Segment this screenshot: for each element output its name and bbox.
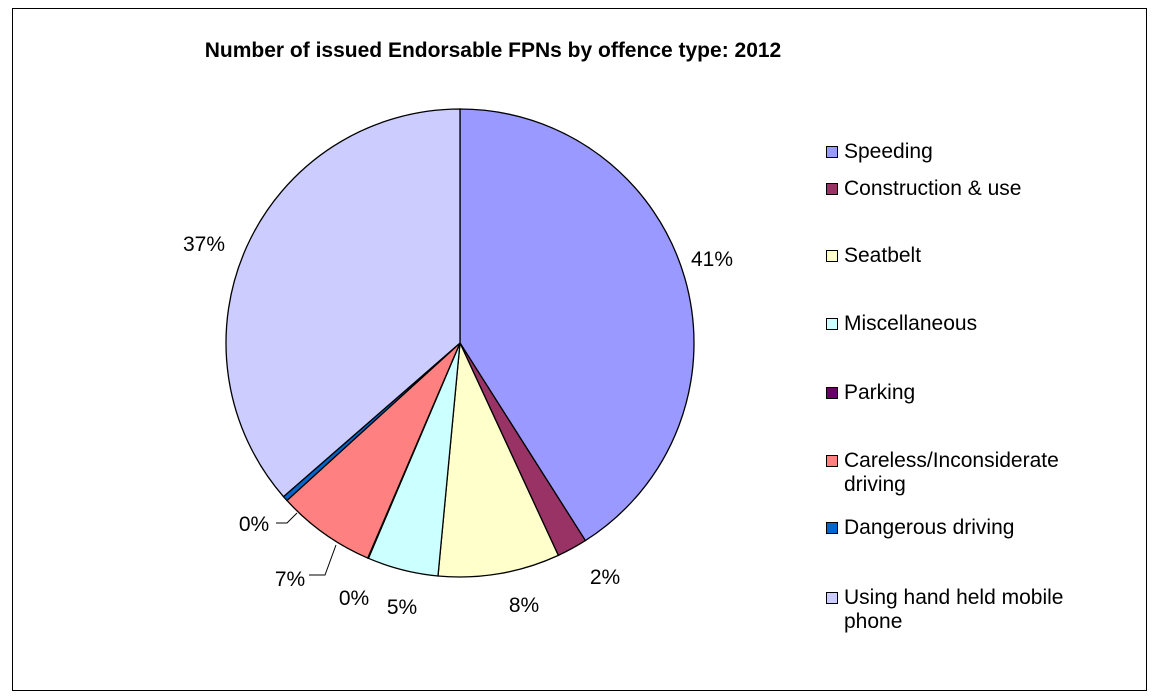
legend-label: Parking	[844, 381, 916, 404]
legend-swatch	[826, 318, 838, 330]
legend-swatch	[826, 183, 838, 195]
legend-swatch	[826, 455, 838, 467]
data-label: 37%	[183, 233, 225, 256]
data-label: 0%	[339, 587, 369, 610]
legend-label: Dangerous driving	[844, 516, 1015, 539]
legend-label: Using hand held mobile phone	[844, 586, 1064, 633]
legend-item-mobile-phone: Using hand held mobile phone	[826, 586, 1124, 634]
legend-item-seatbelt: Seatbelt	[826, 244, 1124, 268]
data-label: 0%	[239, 513, 269, 536]
legend-label: Seatbelt	[844, 244, 922, 267]
legend-label: Construction & use	[844, 177, 1022, 200]
pie-slice-8	[225, 108, 461, 498]
legend-swatch	[826, 522, 838, 534]
data-label: 8%	[509, 594, 539, 617]
data-label: 7%	[275, 568, 305, 591]
leader-line	[276, 512, 298, 524]
legend-item-careless-driving: Careless/Inconsiderate driving	[826, 449, 1124, 497]
data-label: 2%	[590, 566, 620, 589]
legend-swatch	[826, 146, 838, 158]
legend-label: Careless/Inconsiderate driving	[844, 449, 1059, 496]
legend-label: Miscellaneous	[844, 312, 978, 335]
legend-item-miscellaneous: Miscellaneous	[826, 312, 1124, 336]
data-label: 5%	[387, 596, 417, 619]
pie-slice-3	[437, 340, 560, 578]
legend-item-construction-use: Construction & use	[826, 177, 1124, 201]
legend-label: Speeding	[844, 140, 933, 163]
pie-slice-1	[459, 108, 695, 542]
legend-swatch	[826, 387, 838, 399]
legend-item-parking: Parking	[826, 381, 1124, 405]
chart-title: Number of issued Endorsable FPNs by offe…	[204, 39, 782, 62]
legend-swatch	[826, 250, 838, 262]
legend-swatch	[826, 592, 838, 604]
legend-item-speeding: Speeding	[826, 140, 1124, 164]
data-label: 41%	[691, 248, 733, 271]
legend-item-dangerous-driving: Dangerous driving	[826, 516, 1124, 540]
leader-line	[309, 544, 337, 576]
